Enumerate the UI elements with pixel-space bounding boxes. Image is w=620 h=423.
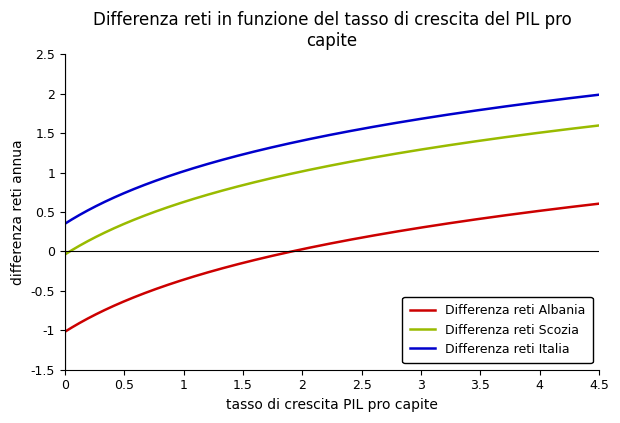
Differenza reti Italia: [89, 206, 96, 211]
Differenza reti Albania: [580, 203, 587, 208]
Differenza reti Scozia: [482, 137, 489, 143]
Line: Differenza reti Scozia: Differenza reti Scozia: [65, 126, 599, 255]
Differenza reti Italia: [321, 134, 329, 139]
Differenza reti Scozia: [61, 252, 69, 257]
Differenza reti Italia: [595, 92, 603, 97]
Y-axis label: differenza reti annua: differenza reti annua: [11, 139, 25, 285]
X-axis label: tasso di crescita PIL pro capite: tasso di crescita PIL pro capite: [226, 398, 438, 412]
Differenza reti Albania: [482, 215, 489, 220]
Differenza reti Italia: [580, 94, 587, 99]
Title: Differenza reti in funzione del tasso di crescita del PIL pro
capite: Differenza reti in funzione del tasso di…: [92, 11, 571, 50]
Differenza reti Albania: [580, 203, 587, 208]
Differenza reti Italia: [580, 94, 587, 99]
Legend: Differenza reti Albania, Differenza reti Scozia, Differenza reti Italia: Differenza reti Albania, Differenza reti…: [402, 297, 593, 363]
Differenza reti Italia: [482, 107, 489, 112]
Differenza reti Italia: [61, 221, 69, 226]
Differenza reti Albania: [321, 242, 329, 247]
Differenza reti Albania: [595, 201, 603, 206]
Differenza reti Scozia: [89, 236, 96, 242]
Differenza reti Scozia: [580, 125, 587, 130]
Line: Differenza reti Italia: Differenza reti Italia: [65, 95, 599, 224]
Differenza reti Scozia: [321, 164, 329, 169]
Differenza reti Albania: [61, 329, 69, 334]
Differenza reti Scozia: [595, 123, 603, 128]
Differenza reti Albania: [89, 314, 96, 319]
Line: Differenza reti Albania: Differenza reti Albania: [65, 204, 599, 332]
Differenza reti Italia: [307, 136, 314, 141]
Differenza reti Scozia: [307, 167, 314, 172]
Differenza reti Albania: [307, 245, 314, 250]
Differenza reti Scozia: [580, 125, 587, 130]
